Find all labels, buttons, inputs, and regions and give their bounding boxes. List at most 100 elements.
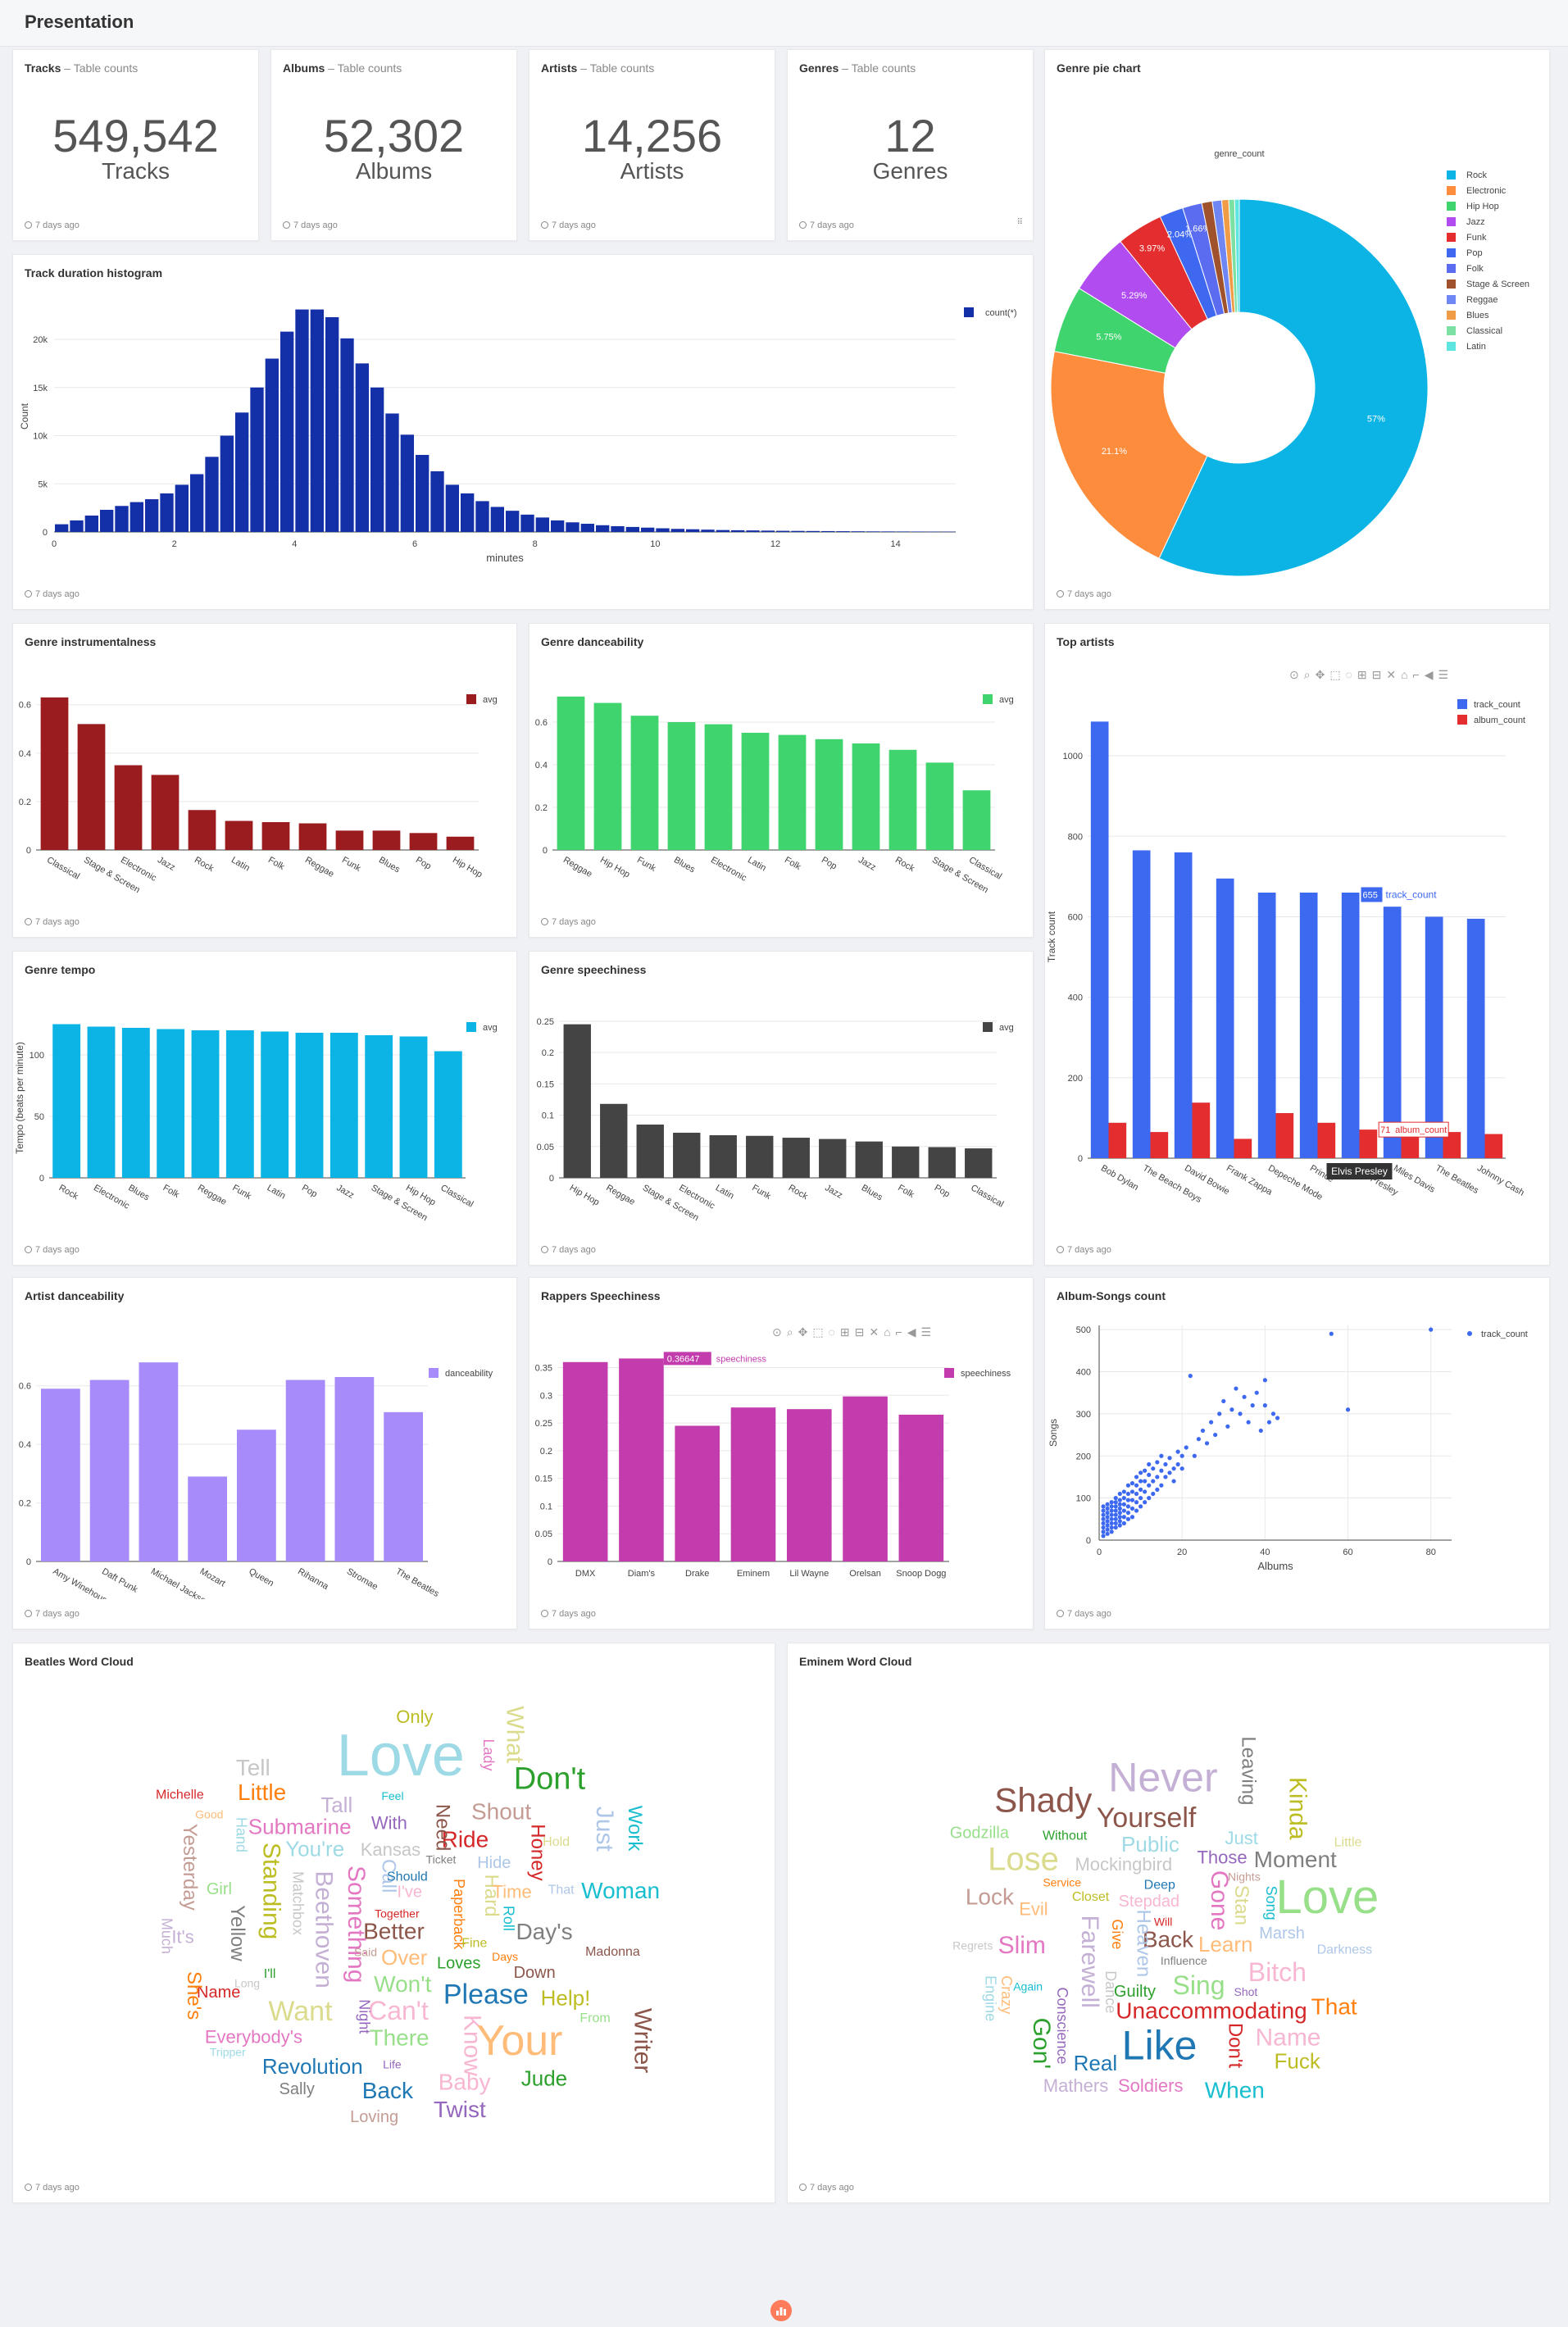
scatter-point[interactable] [1179, 1466, 1184, 1471]
scatter-point[interactable] [1208, 1420, 1214, 1425]
bar[interactable] [889, 749, 917, 850]
box-select-icon[interactable]: ⬚ [1329, 668, 1346, 681]
histogram-bar[interactable] [506, 511, 520, 532]
legend-swatch[interactable] [466, 694, 476, 704]
scatter-point[interactable] [1117, 1515, 1122, 1520]
histogram-bar[interactable] [55, 524, 69, 532]
bar[interactable] [157, 1029, 185, 1179]
bar[interactable] [89, 1379, 130, 1561]
scatter-point[interactable] [1121, 1496, 1126, 1501]
genre-pie-chart[interactable]: genre_count 57% 21.1% 5.75% 5.29% 3.97%2.04%1… [1045, 75, 1549, 599]
bar[interactable] [87, 1026, 116, 1179]
bar[interactable] [709, 1135, 737, 1178]
histogram-bar[interactable] [566, 522, 579, 532]
box-select-icon[interactable]: ⬚ [812, 1325, 829, 1338]
legend-swatch[interactable] [1447, 264, 1456, 273]
histogram-bar[interactable] [84, 516, 98, 532]
bar[interactable] [965, 1148, 993, 1178]
legend-item[interactable]: track_count [1474, 700, 1520, 710]
resize-handle-icon[interactable]: ⠿ [1016, 218, 1023, 227]
scatter-point[interactable] [1109, 1525, 1114, 1530]
scatter-point[interactable] [1101, 1529, 1106, 1534]
histogram-bar[interactable] [190, 474, 204, 533]
scatter-point[interactable] [1109, 1508, 1114, 1513]
bar[interactable] [619, 1358, 664, 1561]
bar[interactable] [114, 765, 143, 850]
scatter-point[interactable] [1134, 1491, 1139, 1497]
legend-item[interactable]: Jazz [1466, 217, 1485, 227]
genre-danceability-chart[interactable]: 0 0.2 0.4 0.6 Reggae Hip Hop Funk Blues Electron… [529, 653, 1033, 907]
scatter-point[interactable] [1109, 1512, 1114, 1517]
histogram-bar[interactable] [400, 434, 414, 532]
scatter-point[interactable] [1159, 1483, 1164, 1488]
bar[interactable] [40, 697, 69, 850]
histogram-bar[interactable] [806, 530, 820, 532]
bar[interactable] [1359, 1129, 1378, 1158]
genre-instrumentalness-card[interactable]: Genre instrumentalness 0 0.2 0.4 0.6 Classic… [12, 623, 517, 938]
bar[interactable] [225, 820, 253, 850]
scatter-point[interactable] [1196, 1437, 1202, 1442]
legend-item[interactable]: Electronic [1466, 186, 1507, 196]
bar[interactable] [1090, 721, 1109, 1158]
bar[interactable] [746, 1135, 774, 1178]
scatter-point[interactable] [1250, 1403, 1255, 1408]
bar[interactable] [384, 1411, 424, 1561]
bar[interactable] [121, 1028, 150, 1178]
hover-compare-icon[interactable]: ☰ [1438, 668, 1454, 681]
histogram-bar[interactable] [580, 524, 594, 532]
legend-item[interactable]: Folk [1466, 264, 1484, 274]
bar[interactable] [151, 775, 180, 850]
scatter-point[interactable] [1134, 1508, 1139, 1513]
scatter-point[interactable] [1121, 1515, 1126, 1520]
histogram-bar[interactable] [641, 527, 655, 532]
bar[interactable] [1383, 907, 1402, 1158]
bar[interactable] [741, 733, 770, 850]
track-duration-histogram[interactable]: 0 5k 10k 15k 20k 0 2 4 6 8 10 12 14 minutes Count count… [13, 284, 1033, 579]
scatter-point[interactable] [1113, 1508, 1118, 1513]
histogram-bar[interactable] [235, 412, 249, 532]
bar[interactable] [630, 716, 659, 850]
scatter-point[interactable] [1262, 1403, 1267, 1408]
scatter-point[interactable] [1125, 1516, 1131, 1521]
scatter-point[interactable] [1167, 1456, 1172, 1461]
histogram-bar[interactable] [310, 309, 324, 532]
bar[interactable] [1466, 918, 1485, 1158]
bar[interactable] [1132, 850, 1151, 1158]
legend-item[interactable]: avg [999, 1023, 1014, 1033]
bar[interactable] [898, 1414, 944, 1561]
legend-swatch[interactable] [1447, 311, 1456, 320]
bar[interactable] [285, 1379, 325, 1561]
scatter-point[interactable] [1105, 1515, 1110, 1520]
histogram-bar[interactable] [776, 530, 790, 532]
scatter-point[interactable] [1147, 1461, 1152, 1467]
scatter-point[interactable] [1113, 1525, 1118, 1530]
scatter-point[interactable] [1204, 1441, 1210, 1446]
bar[interactable] [815, 739, 843, 850]
genre-speechiness-card[interactable]: Genre speechiness 0 0.05 0.1 0.15 0.2 0.25 Hip… [529, 951, 1034, 1266]
bar[interactable] [225, 1030, 254, 1178]
bar[interactable] [962, 790, 991, 850]
histogram-bar[interactable] [280, 331, 294, 532]
scatter-point[interactable] [1105, 1527, 1110, 1532]
scatter-point[interactable] [1143, 1479, 1148, 1484]
scatter-point[interactable] [1138, 1487, 1143, 1492]
scatter-point[interactable] [1217, 1411, 1222, 1416]
legend-item[interactable]: Blues [1466, 311, 1489, 320]
bar[interactable] [335, 830, 364, 850]
scatter-point[interactable] [1109, 1500, 1114, 1505]
scatter-point[interactable] [1129, 1515, 1135, 1520]
histogram-bar[interactable] [731, 529, 745, 532]
scatter-point[interactable] [1129, 1506, 1135, 1511]
bar[interactable] [188, 1476, 228, 1561]
hover-compare-icon[interactable]: ☰ [920, 1325, 937, 1338]
scatter-point[interactable] [1143, 1489, 1148, 1494]
histogram-bar[interactable] [295, 309, 309, 532]
autoscale-icon[interactable]: ✕ [869, 1325, 884, 1338]
scatter-point[interactable] [1101, 1525, 1106, 1530]
scatter-point[interactable] [1175, 1449, 1180, 1454]
histogram-bar[interactable] [656, 528, 670, 532]
bar[interactable] [667, 722, 696, 850]
histogram-bar[interactable] [716, 529, 729, 532]
